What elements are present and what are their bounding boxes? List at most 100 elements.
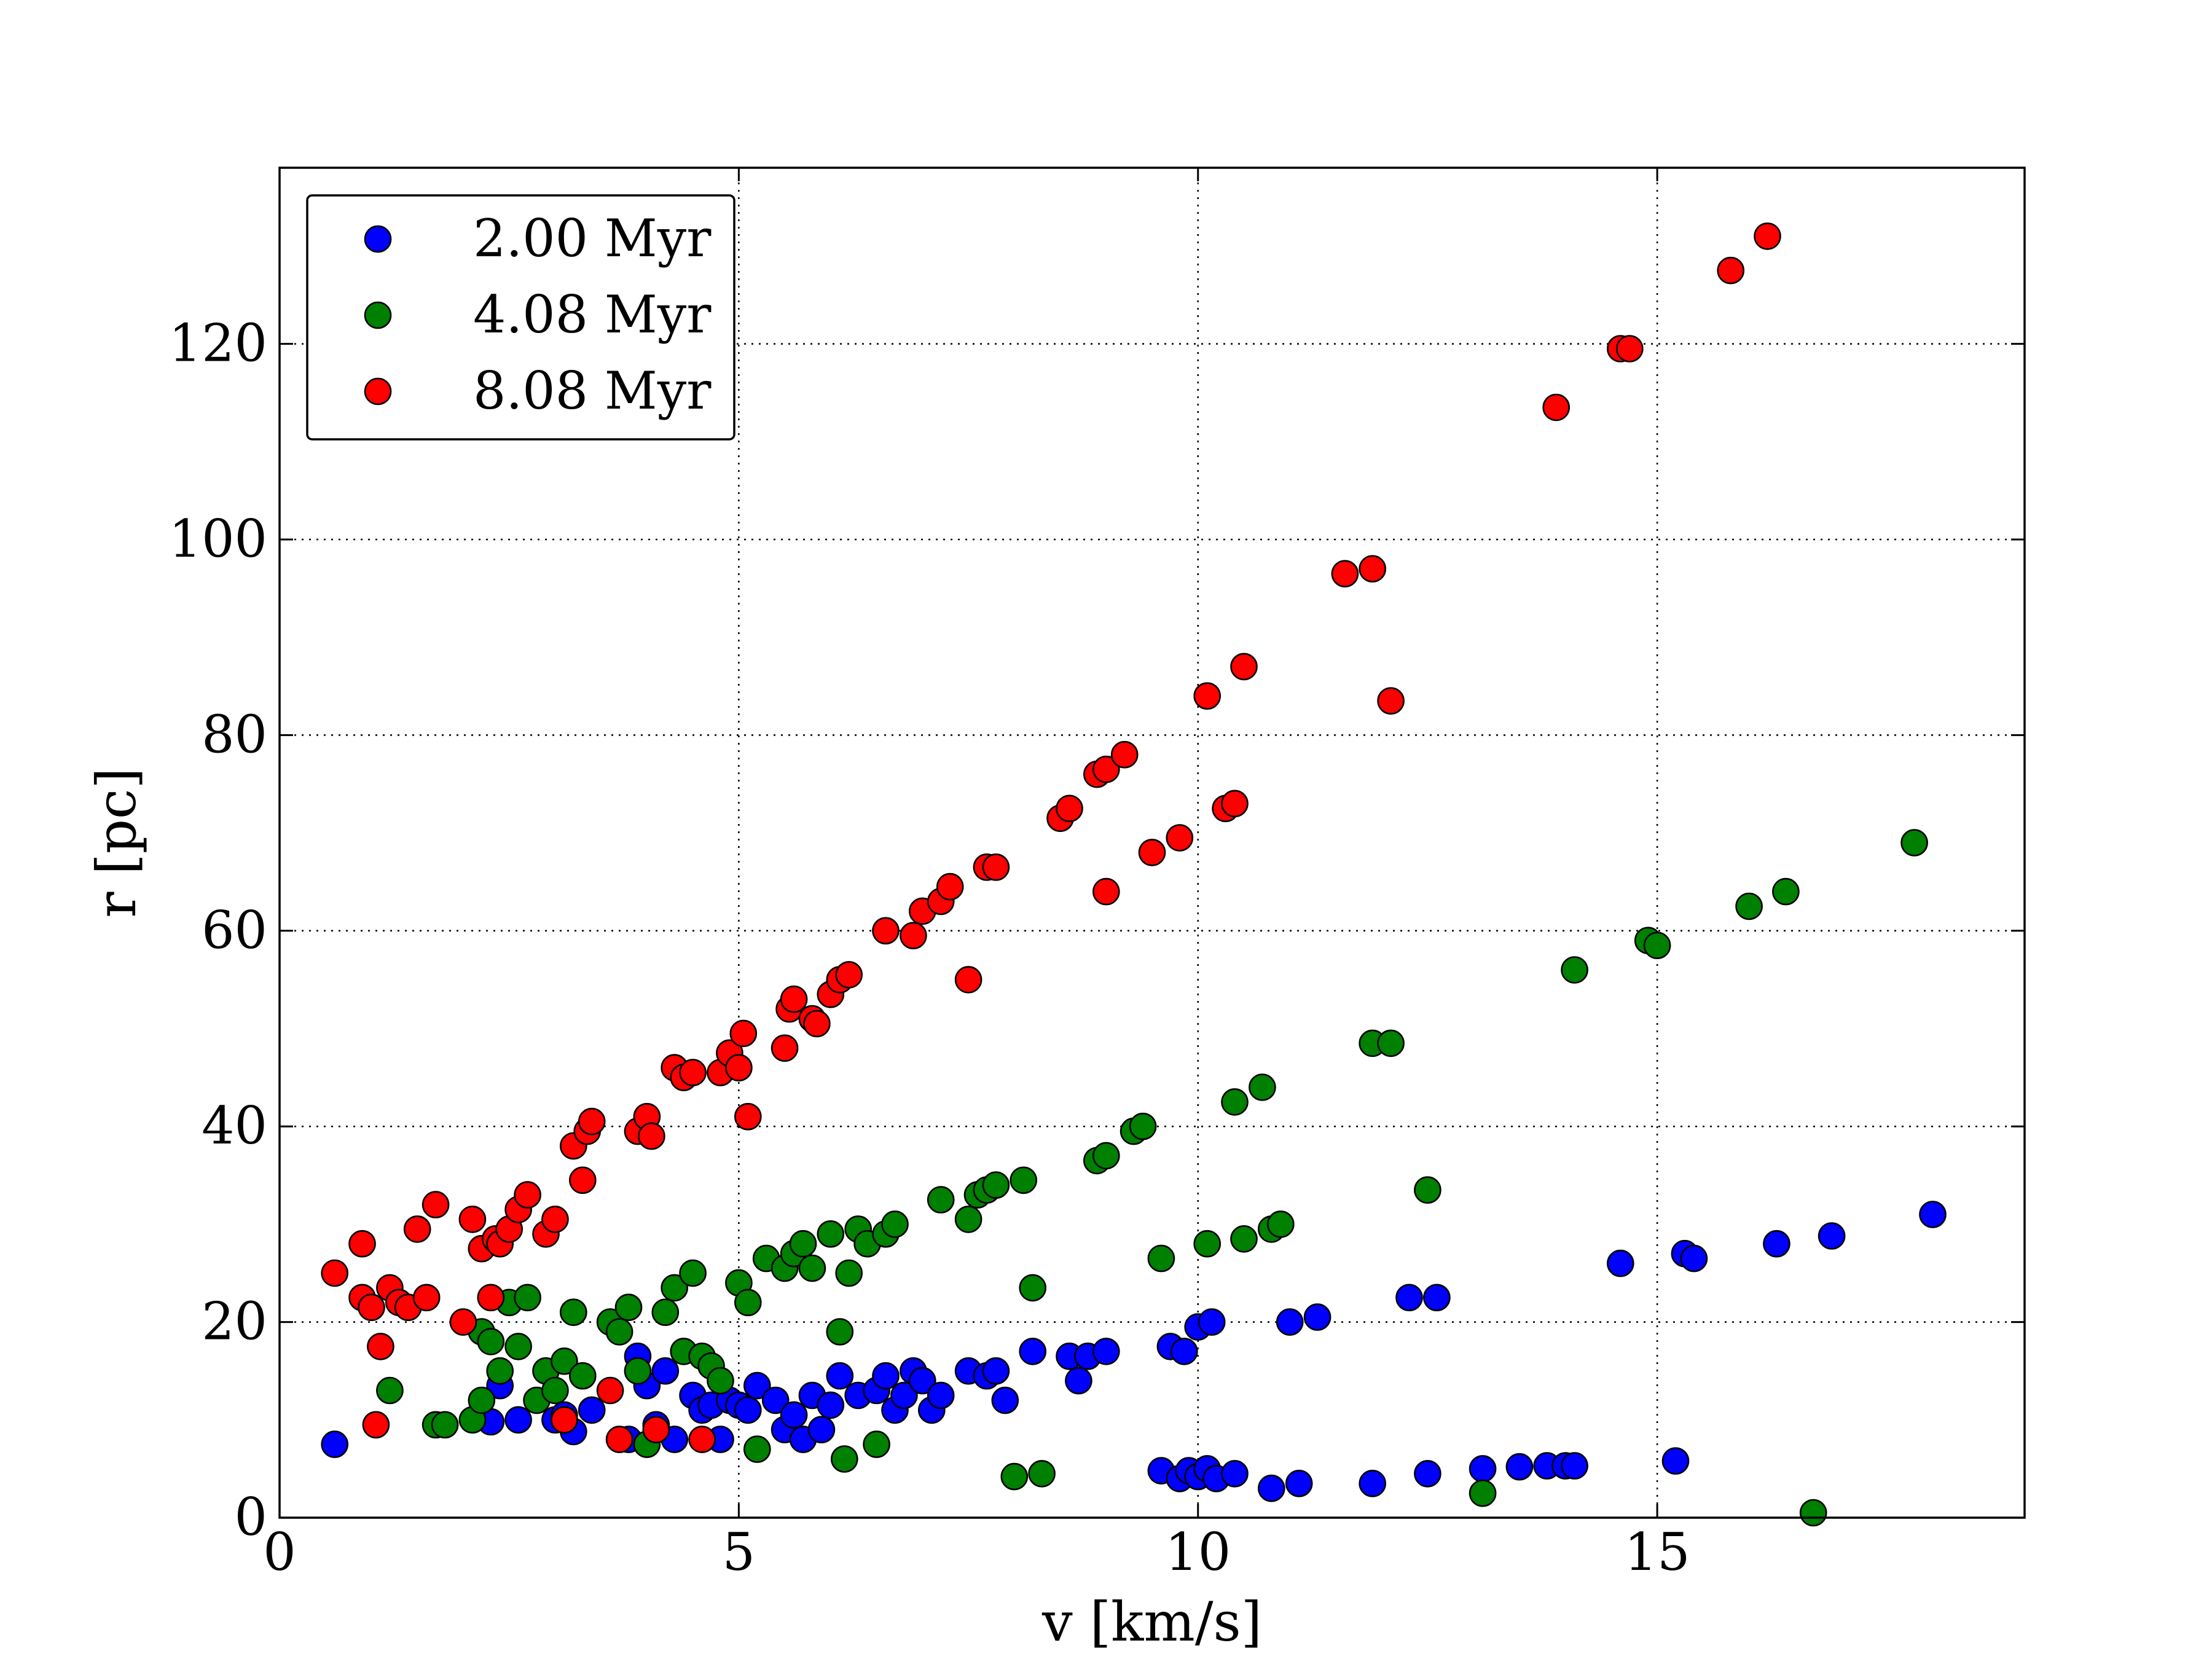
data-point [909,1367,936,1395]
data-point [1661,1447,1690,1475]
data-point [458,1206,487,1233]
data-point [1221,1460,1249,1488]
data-point [936,873,964,901]
data-point [1377,1029,1405,1057]
data-point [1754,222,1781,250]
legend-marker [364,301,392,329]
data-point [412,1284,441,1312]
y-tick-label: 100 [169,509,267,569]
data-point [514,1181,541,1209]
data-point [982,1357,1010,1385]
data-point [807,1416,836,1443]
data-points [321,222,1947,1527]
data-point [541,1376,569,1405]
data-point [743,1435,771,1463]
data-point [605,1426,633,1453]
data-point [872,917,900,945]
data-point [1198,1308,1226,1336]
axis-ticks [278,168,2025,1519]
data-point [449,1308,477,1336]
data-point [954,966,982,994]
y-tick-label: 0 [235,1487,267,1547]
data-point [514,1284,541,1312]
data-point [1414,1460,1441,1488]
data-point [1092,1142,1120,1170]
data-point [1276,1308,1304,1336]
data-point [624,1357,652,1385]
data-point [1092,1338,1120,1365]
data-point [679,1259,707,1287]
data-point [1000,1462,1029,1491]
data-point [798,1254,826,1282]
data-point [1010,1166,1037,1194]
data-point [1799,1499,1827,1527]
data-point [707,1367,734,1395]
data-point [568,1362,597,1390]
data-point [578,1107,606,1135]
data-point [1092,755,1120,783]
data-point [1616,335,1644,363]
data-point [477,1284,505,1312]
data-point [568,1166,597,1194]
data-point [1267,1210,1295,1238]
data-point [991,1386,1019,1414]
data-point [954,1206,982,1233]
data-point [1469,1455,1497,1483]
data-point [367,1333,394,1360]
x-tick-label: 0 [263,1522,296,1582]
data-point [1423,1284,1451,1312]
data-point [826,1318,854,1346]
data-point [541,1206,569,1233]
data-point [1129,1112,1157,1140]
data-point [688,1426,716,1453]
data-point [1019,1338,1046,1365]
data-point [1900,829,1928,857]
data-point [1221,790,1249,818]
data-point [1147,1244,1175,1273]
data-point [1359,1470,1386,1497]
data-point [1561,956,1588,984]
data-point [817,1220,845,1248]
data-point [559,1298,587,1326]
data-point [734,1288,762,1317]
data-point [348,1230,376,1258]
data-point [376,1376,404,1405]
data-point [927,1186,955,1214]
data-point [422,1191,450,1218]
y-tick-label: 20 [202,1292,267,1352]
legend-marker [364,377,392,406]
data-point [486,1357,514,1385]
data-point [1230,653,1258,681]
data-point [1166,824,1194,852]
data-point [1258,1474,1285,1502]
data-point [1331,560,1359,588]
data-point [927,1381,955,1410]
data-point [789,1230,817,1258]
legend-label: 4.08 Myr [473,284,712,345]
legend-entry: 2.00 Myr [364,208,712,269]
y-tick-label: 80 [202,704,267,764]
legend-label: 2.00 Myr [473,208,712,269]
data-point [358,1293,385,1321]
data-point [780,985,808,1013]
legend-entry: 8.08 Myr [364,361,712,421]
data-point [504,1406,532,1434]
data-point [734,1396,762,1424]
data-point [1643,931,1671,959]
data-point [1735,892,1763,920]
series-1 [321,1201,1947,1502]
data-point [835,961,863,989]
y-tick-label: 40 [202,1096,267,1156]
tick-labels: 0 5 10 15 0 20 40 60 80 100 120 [169,313,1690,1582]
data-point [1377,687,1405,715]
data-point [477,1328,505,1355]
data-point [1028,1460,1056,1488]
data-point [890,1381,918,1410]
data-point [725,1054,753,1081]
data-point [817,1391,845,1419]
data-point [1505,1453,1534,1481]
data-point [1019,1274,1046,1302]
data-point [1772,877,1800,906]
data-point [651,1298,680,1326]
data-point [321,1430,349,1458]
